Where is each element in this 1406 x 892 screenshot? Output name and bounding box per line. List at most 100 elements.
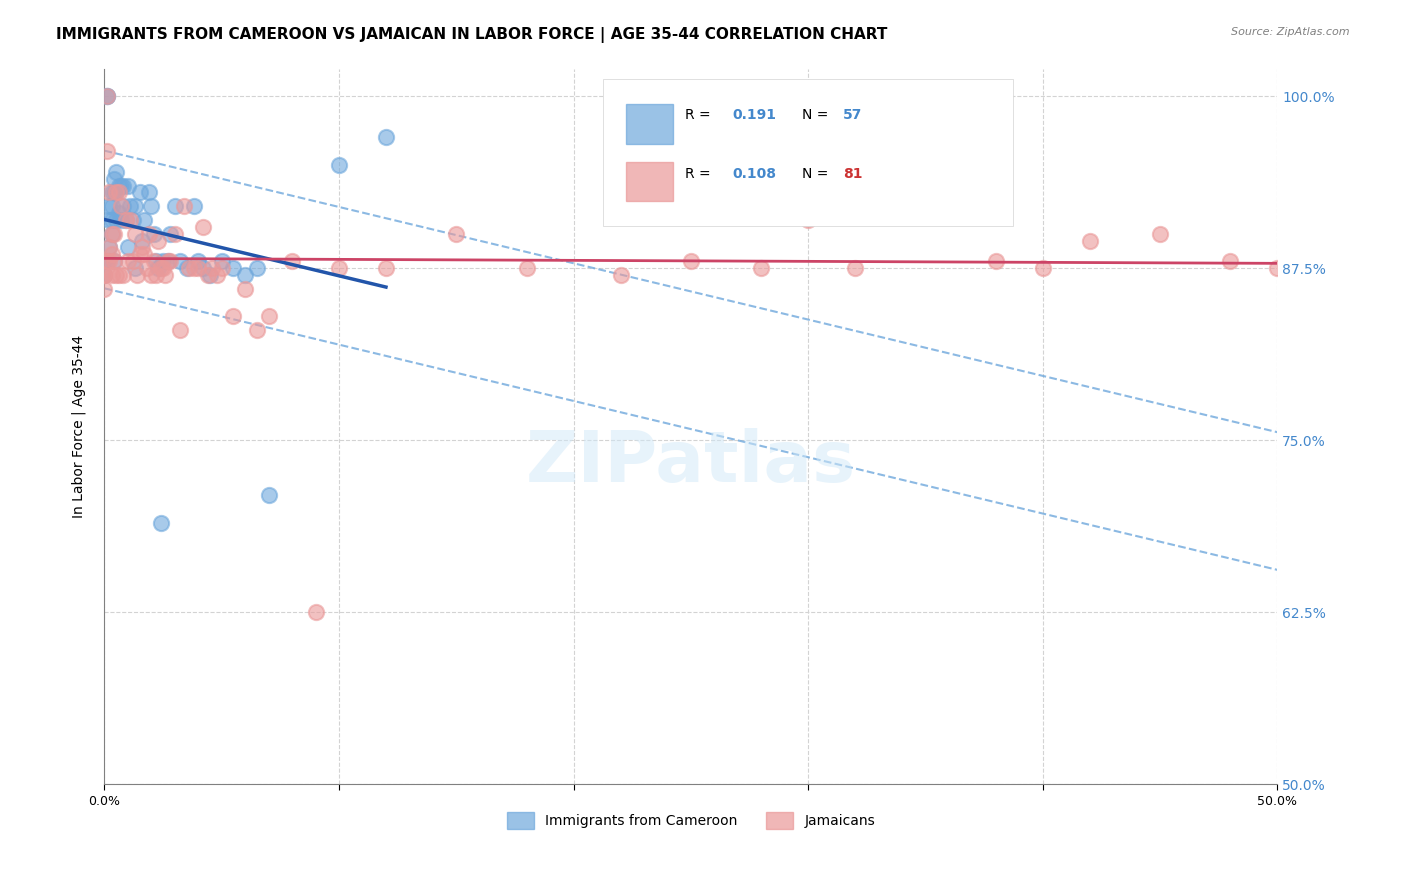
Point <box>100 227 122 241</box>
Point <box>117 240 139 254</box>
Point <box>96 254 118 268</box>
Point <box>304 605 326 619</box>
Point <box>107 186 129 200</box>
Point <box>169 323 191 337</box>
Point <box>98 213 121 227</box>
Point <box>98 186 121 200</box>
Legend: Immigrants from Cameroon, Jamaicans: Immigrants from Cameroon, Jamaicans <box>501 806 880 835</box>
Point <box>679 254 702 268</box>
Point <box>120 213 142 227</box>
Point <box>98 240 121 254</box>
Point <box>112 178 135 193</box>
Point <box>177 261 200 276</box>
Point <box>183 261 205 276</box>
Point <box>176 261 198 276</box>
FancyBboxPatch shape <box>603 79 1014 226</box>
Point <box>914 206 936 220</box>
Point <box>117 178 139 193</box>
Point <box>222 310 245 324</box>
Point <box>96 89 118 103</box>
Text: ZIPatlas: ZIPatlas <box>526 428 856 497</box>
Point <box>516 261 538 276</box>
Point <box>183 199 205 213</box>
Point <box>749 261 772 276</box>
Y-axis label: In Labor Force | Age 35-44: In Labor Force | Age 35-44 <box>72 334 86 518</box>
Point <box>131 240 153 254</box>
FancyBboxPatch shape <box>627 104 673 144</box>
Point <box>187 254 209 268</box>
Point <box>93 268 115 282</box>
Point <box>197 268 219 282</box>
Point <box>100 213 122 227</box>
Point <box>163 227 186 241</box>
Text: Source: ZipAtlas.com: Source: ZipAtlas.com <box>1232 27 1350 37</box>
Point <box>281 254 304 268</box>
Point <box>98 254 121 268</box>
Point <box>100 186 122 200</box>
Point <box>1219 254 1241 268</box>
Point <box>328 261 350 276</box>
Point <box>112 199 135 213</box>
Point <box>120 199 142 213</box>
Point <box>173 199 195 213</box>
Text: 0.191: 0.191 <box>733 108 776 122</box>
Point <box>446 227 468 241</box>
Point <box>152 254 174 268</box>
Point <box>103 186 125 200</box>
Point <box>124 261 146 276</box>
Point <box>128 247 150 261</box>
Point <box>141 199 163 213</box>
Point <box>155 268 177 282</box>
Text: R =: R = <box>685 168 710 181</box>
Text: 81: 81 <box>844 168 863 181</box>
Point <box>93 268 115 282</box>
Point <box>191 261 214 276</box>
Point <box>328 158 350 172</box>
Point <box>1265 261 1288 276</box>
Point <box>145 268 167 282</box>
Point <box>110 178 132 193</box>
Point <box>156 254 179 268</box>
Point <box>257 488 280 502</box>
Point <box>114 213 136 227</box>
Point <box>169 254 191 268</box>
Point <box>110 199 132 213</box>
Point <box>163 199 186 213</box>
Point <box>96 144 118 158</box>
Point <box>98 199 121 213</box>
Point <box>103 171 125 186</box>
Text: 0.108: 0.108 <box>733 168 776 181</box>
Point <box>375 261 398 276</box>
Point <box>100 268 122 282</box>
Point <box>110 213 132 227</box>
Text: N =: N = <box>803 108 828 122</box>
Point <box>103 227 125 241</box>
Point <box>844 261 866 276</box>
Point <box>1149 227 1171 241</box>
Point <box>105 186 128 200</box>
Point <box>93 268 115 282</box>
Point <box>131 234 153 248</box>
Point <box>148 234 170 248</box>
Point <box>205 268 228 282</box>
Point <box>142 254 165 268</box>
Point <box>148 261 170 276</box>
Point <box>1384 261 1406 276</box>
Point <box>134 247 156 261</box>
Text: IMMIGRANTS FROM CAMEROON VS JAMAICAN IN LABOR FORCE | AGE 35-44 CORRELATION CHAR: IMMIGRANTS FROM CAMEROON VS JAMAICAN IN … <box>56 27 887 43</box>
Point <box>96 89 118 103</box>
Point <box>198 268 221 282</box>
Point <box>134 213 156 227</box>
FancyBboxPatch shape <box>627 161 673 201</box>
Point <box>93 254 115 268</box>
Point <box>135 261 157 276</box>
Point <box>117 254 139 268</box>
Point <box>152 261 174 276</box>
Point <box>984 254 1007 268</box>
Point <box>1313 268 1336 282</box>
Point <box>375 130 398 145</box>
Point <box>233 268 256 282</box>
Point <box>609 268 631 282</box>
Text: R =: R = <box>685 108 710 122</box>
Point <box>105 165 128 179</box>
